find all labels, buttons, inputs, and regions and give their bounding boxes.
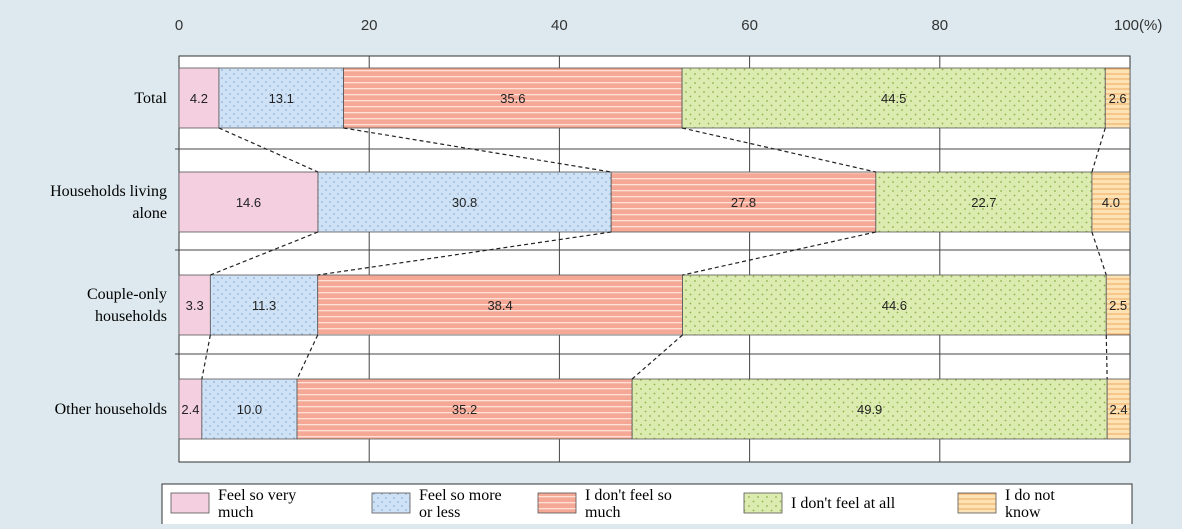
data-label: 22.7	[971, 195, 996, 210]
legend-label: I do not	[1005, 487, 1055, 504]
data-label: 2.4	[181, 402, 199, 417]
bar-segment	[209, 274, 319, 336]
legend-label: much	[585, 504, 621, 521]
legend-label: Feel so very	[218, 487, 296, 504]
bar-segment	[875, 171, 1093, 233]
x-tick-label: 60	[741, 17, 758, 34]
data-label: 27.8	[731, 195, 756, 210]
data-label: 4.2	[190, 91, 208, 106]
data-label: 44.6	[882, 298, 907, 313]
legend-swatch	[170, 492, 210, 514]
category-label: Other households	[55, 401, 167, 418]
data-label: 35.6	[500, 91, 525, 106]
bar-segment	[201, 378, 298, 440]
bar-segment	[343, 67, 683, 129]
data-label: 10.0	[237, 402, 262, 417]
x-tick-label: 0	[175, 17, 183, 34]
bar-segment	[317, 274, 683, 336]
connector-line	[201, 334, 211, 380]
x-tick-label: 40	[551, 17, 568, 34]
bar-segment	[1091, 171, 1131, 233]
bar-segment	[610, 171, 877, 233]
data-label: 38.4	[487, 298, 512, 313]
data-label: 44.5	[881, 91, 906, 106]
bar-segment	[317, 171, 612, 233]
x-tick-label: 100(%)	[1114, 17, 1162, 34]
category-label: households	[95, 308, 167, 325]
connector-line	[210, 231, 319, 276]
bar-segment	[178, 274, 211, 336]
category-label: Households living	[50, 183, 167, 200]
data-label: 2.5	[1109, 298, 1127, 313]
legend-label: much	[218, 504, 254, 521]
connector-line	[296, 334, 319, 380]
legend-swatch	[371, 492, 411, 514]
connector-line	[1105, 334, 1108, 380]
data-label: 49.9	[857, 402, 882, 417]
data-label: 13.1	[269, 91, 294, 106]
connector-line	[682, 231, 876, 276]
data-label: 35.2	[452, 402, 477, 417]
legend-swatch	[537, 492, 577, 514]
data-label: 11.3	[252, 298, 276, 313]
legend-label: Feel so more	[419, 487, 502, 504]
x-tick-label: 80	[931, 17, 948, 34]
bar-segment	[178, 171, 319, 233]
category-label: Total	[134, 90, 167, 107]
data-label: 3.3	[186, 298, 204, 313]
connector-line	[681, 127, 876, 173]
bar-segment	[218, 67, 344, 129]
data-label: 14.6	[236, 195, 261, 210]
bar-segment	[178, 67, 220, 129]
bar-segment	[1106, 378, 1131, 440]
data-label: 30.8	[452, 195, 477, 210]
category-label: alone	[132, 205, 167, 222]
data-label: 4.0	[1102, 195, 1120, 210]
legend-swatch	[743, 492, 783, 514]
category-label: Couple-only	[87, 286, 167, 303]
bar-segment	[1105, 274, 1131, 336]
bar-segment	[681, 67, 1106, 129]
legend-label: I don't feel so	[585, 487, 672, 504]
x-tick-label: 20	[361, 17, 378, 34]
connector-line	[317, 231, 612, 276]
legend-label: or less	[419, 504, 460, 521]
bar-segment	[631, 378, 1108, 440]
connector-line	[1091, 127, 1106, 173]
data-label: 2.6	[1109, 91, 1127, 106]
bar-segment	[1104, 67, 1131, 129]
legend-swatch	[957, 492, 997, 514]
data-label: 2.4	[1110, 402, 1128, 417]
connector-line	[1091, 231, 1107, 276]
legend-label: I don't feel at all	[791, 495, 896, 512]
legend-label: know	[1005, 504, 1041, 521]
bar-segment	[296, 378, 633, 440]
connector-line	[343, 127, 612, 173]
bar-segment	[682, 274, 1107, 336]
